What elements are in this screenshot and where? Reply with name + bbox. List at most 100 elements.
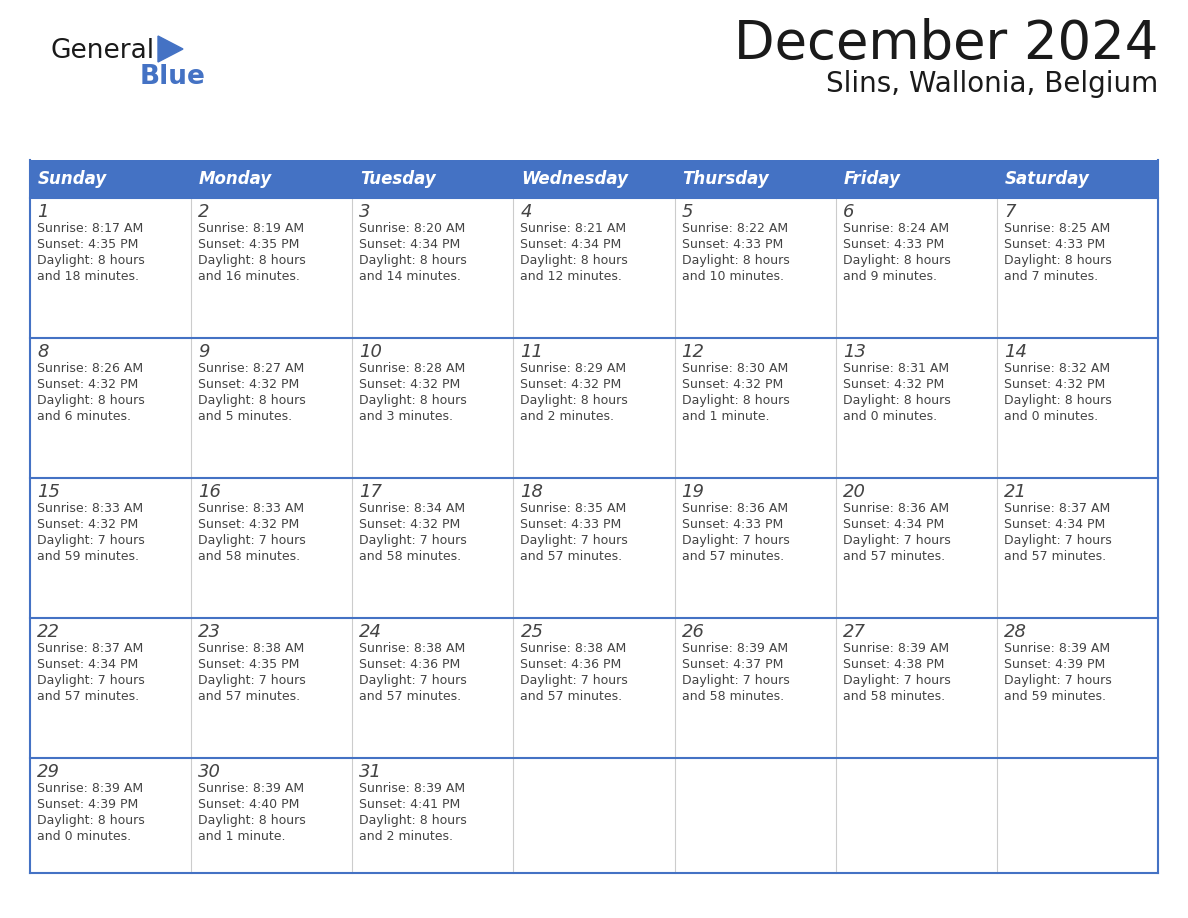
Text: and 6 minutes.: and 6 minutes.	[37, 410, 131, 423]
Text: Sunset: 4:32 PM: Sunset: 4:32 PM	[37, 378, 138, 391]
Text: 14: 14	[1004, 343, 1026, 361]
Text: Sunrise: 8:33 AM: Sunrise: 8:33 AM	[37, 502, 143, 515]
Text: Daylight: 7 hours: Daylight: 7 hours	[198, 674, 305, 687]
Text: 7: 7	[1004, 203, 1016, 221]
Text: Daylight: 8 hours: Daylight: 8 hours	[37, 254, 145, 267]
Text: and 14 minutes.: and 14 minutes.	[359, 270, 461, 283]
Text: Daylight: 8 hours: Daylight: 8 hours	[520, 254, 628, 267]
Text: Sunrise: 8:38 AM: Sunrise: 8:38 AM	[520, 642, 627, 655]
Bar	[30, 618, 1158, 758]
Text: Daylight: 7 hours: Daylight: 7 hours	[1004, 534, 1112, 547]
Text: Daylight: 7 hours: Daylight: 7 hours	[520, 534, 628, 547]
Bar	[30, 758, 1158, 873]
Text: Sunrise: 8:39 AM: Sunrise: 8:39 AM	[842, 642, 949, 655]
Text: Sunset: 4:32 PM: Sunset: 4:32 PM	[198, 518, 299, 531]
Text: Sunrise: 8:39 AM: Sunrise: 8:39 AM	[198, 782, 304, 795]
Text: Daylight: 8 hours: Daylight: 8 hours	[359, 394, 467, 407]
Text: Sunset: 4:32 PM: Sunset: 4:32 PM	[359, 518, 461, 531]
Text: Daylight: 7 hours: Daylight: 7 hours	[682, 534, 789, 547]
Text: Sunrise: 8:20 AM: Sunrise: 8:20 AM	[359, 222, 466, 235]
Text: 8: 8	[37, 343, 49, 361]
Text: 15: 15	[37, 483, 61, 501]
Text: 21: 21	[1004, 483, 1026, 501]
Text: 24: 24	[359, 623, 383, 641]
Text: and 2 minutes.: and 2 minutes.	[520, 410, 614, 423]
Text: Sunrise: 8:31 AM: Sunrise: 8:31 AM	[842, 362, 949, 375]
Text: Monday: Monday	[200, 170, 272, 188]
Text: and 58 minutes.: and 58 minutes.	[682, 690, 784, 703]
Text: Sunrise: 8:37 AM: Sunrise: 8:37 AM	[37, 642, 144, 655]
Text: Daylight: 7 hours: Daylight: 7 hours	[842, 674, 950, 687]
Text: 26: 26	[682, 623, 704, 641]
Text: and 7 minutes.: and 7 minutes.	[1004, 270, 1098, 283]
Text: Sunset: 4:33 PM: Sunset: 4:33 PM	[682, 518, 783, 531]
Text: Daylight: 7 hours: Daylight: 7 hours	[1004, 674, 1112, 687]
Text: Sunset: 4:32 PM: Sunset: 4:32 PM	[37, 518, 138, 531]
Bar	[30, 198, 1158, 338]
Text: Tuesday: Tuesday	[360, 170, 436, 188]
Text: Sunday: Sunday	[38, 170, 107, 188]
Text: Sunrise: 8:22 AM: Sunrise: 8:22 AM	[682, 222, 788, 235]
Text: 20: 20	[842, 483, 866, 501]
Text: and 9 minutes.: and 9 minutes.	[842, 270, 936, 283]
Text: Daylight: 7 hours: Daylight: 7 hours	[37, 534, 145, 547]
Text: Sunset: 4:41 PM: Sunset: 4:41 PM	[359, 798, 461, 811]
Text: Sunrise: 8:34 AM: Sunrise: 8:34 AM	[359, 502, 466, 515]
Text: Sunset: 4:36 PM: Sunset: 4:36 PM	[520, 658, 621, 671]
Text: Sunrise: 8:38 AM: Sunrise: 8:38 AM	[359, 642, 466, 655]
Text: Daylight: 8 hours: Daylight: 8 hours	[359, 254, 467, 267]
Text: 31: 31	[359, 763, 383, 781]
Text: Sunrise: 8:37 AM: Sunrise: 8:37 AM	[1004, 502, 1110, 515]
Text: and 57 minutes.: and 57 minutes.	[37, 690, 139, 703]
Text: Sunset: 4:32 PM: Sunset: 4:32 PM	[198, 378, 299, 391]
Text: Daylight: 7 hours: Daylight: 7 hours	[520, 674, 628, 687]
Text: 10: 10	[359, 343, 383, 361]
Text: 30: 30	[198, 763, 221, 781]
Bar	[30, 160, 1158, 198]
Text: and 1 minute.: and 1 minute.	[198, 830, 285, 843]
Text: and 57 minutes.: and 57 minutes.	[520, 550, 623, 563]
Text: Sunset: 4:39 PM: Sunset: 4:39 PM	[1004, 658, 1105, 671]
Text: Sunset: 4:37 PM: Sunset: 4:37 PM	[682, 658, 783, 671]
Text: and 3 minutes.: and 3 minutes.	[359, 410, 454, 423]
Text: and 57 minutes.: and 57 minutes.	[842, 550, 944, 563]
Text: Daylight: 8 hours: Daylight: 8 hours	[842, 394, 950, 407]
Text: 3: 3	[359, 203, 371, 221]
Text: Friday: Friday	[843, 170, 901, 188]
Text: and 59 minutes.: and 59 minutes.	[37, 550, 139, 563]
Text: 22: 22	[37, 623, 61, 641]
Text: Sunrise: 8:26 AM: Sunrise: 8:26 AM	[37, 362, 143, 375]
Text: and 58 minutes.: and 58 minutes.	[842, 690, 944, 703]
Text: and 57 minutes.: and 57 minutes.	[1004, 550, 1106, 563]
Text: Sunset: 4:32 PM: Sunset: 4:32 PM	[682, 378, 783, 391]
Text: Sunrise: 8:29 AM: Sunrise: 8:29 AM	[520, 362, 626, 375]
Text: Daylight: 7 hours: Daylight: 7 hours	[359, 674, 467, 687]
Text: 27: 27	[842, 623, 866, 641]
Text: Daylight: 8 hours: Daylight: 8 hours	[520, 394, 628, 407]
Text: Daylight: 8 hours: Daylight: 8 hours	[198, 254, 305, 267]
Text: Sunset: 4:33 PM: Sunset: 4:33 PM	[520, 518, 621, 531]
Text: Daylight: 8 hours: Daylight: 8 hours	[1004, 394, 1112, 407]
Text: Daylight: 7 hours: Daylight: 7 hours	[37, 674, 145, 687]
Text: and 57 minutes.: and 57 minutes.	[198, 690, 301, 703]
Text: Sunrise: 8:32 AM: Sunrise: 8:32 AM	[1004, 362, 1110, 375]
Text: Sunrise: 8:39 AM: Sunrise: 8:39 AM	[1004, 642, 1110, 655]
Text: Sunrise: 8:36 AM: Sunrise: 8:36 AM	[842, 502, 949, 515]
Text: and 57 minutes.: and 57 minutes.	[520, 690, 623, 703]
Text: and 58 minutes.: and 58 minutes.	[359, 550, 461, 563]
Text: and 2 minutes.: and 2 minutes.	[359, 830, 454, 843]
Bar	[30, 338, 1158, 478]
Text: and 10 minutes.: and 10 minutes.	[682, 270, 784, 283]
Text: Sunset: 4:34 PM: Sunset: 4:34 PM	[1004, 518, 1105, 531]
Text: and 1 minute.: and 1 minute.	[682, 410, 769, 423]
Text: Sunset: 4:34 PM: Sunset: 4:34 PM	[37, 658, 138, 671]
Text: 12: 12	[682, 343, 704, 361]
Text: Sunset: 4:33 PM: Sunset: 4:33 PM	[842, 238, 944, 251]
Text: Sunset: 4:32 PM: Sunset: 4:32 PM	[359, 378, 461, 391]
Text: Sunrise: 8:36 AM: Sunrise: 8:36 AM	[682, 502, 788, 515]
Text: Daylight: 8 hours: Daylight: 8 hours	[842, 254, 950, 267]
Text: Sunrise: 8:35 AM: Sunrise: 8:35 AM	[520, 502, 627, 515]
Text: and 59 minutes.: and 59 minutes.	[1004, 690, 1106, 703]
Text: Slins, Wallonia, Belgium: Slins, Wallonia, Belgium	[826, 70, 1158, 98]
Text: and 12 minutes.: and 12 minutes.	[520, 270, 623, 283]
